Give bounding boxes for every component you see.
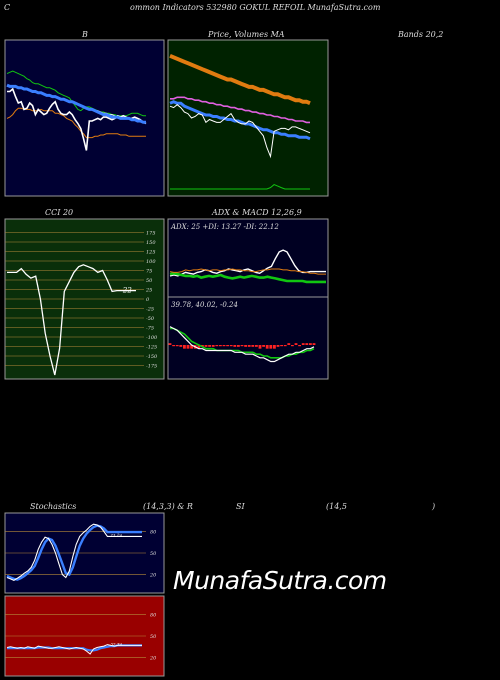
cci-tick-label: 25 xyxy=(145,288,152,294)
macd-histogram-bar xyxy=(287,343,291,345)
cci-tick-label: -175 xyxy=(146,364,157,370)
cci-tick-label: 75 xyxy=(146,269,152,275)
macd-histogram-bar xyxy=(283,345,287,347)
macd-histogram-bar xyxy=(254,345,258,347)
cci-tick-label: -75 xyxy=(146,326,154,332)
macd-histogram-bar xyxy=(280,345,284,347)
cci-tick-label: 150 xyxy=(146,240,156,246)
rsi-line xyxy=(6,644,142,655)
adx-plus_di-line xyxy=(169,271,326,284)
cci-tick-label: -100 xyxy=(146,335,158,341)
cci-tick-label: -125 xyxy=(146,345,157,351)
macd-histogram-bar xyxy=(290,345,294,347)
stoch-tick-label: 50 xyxy=(150,551,157,557)
adx-title: ADX & MACD 12,26,9 xyxy=(212,208,302,217)
stoch-last-label: 73.19 xyxy=(110,532,122,537)
bollinger-lower-line xyxy=(6,107,146,139)
macd-histogram-bar xyxy=(294,343,298,345)
macd-histogram-bar xyxy=(301,343,305,345)
cci-tick-label: -150 xyxy=(146,354,158,360)
macd-histogram-bar xyxy=(265,345,269,349)
price-ma-ma_long-line xyxy=(169,53,311,106)
price-ma-ma_mid-line xyxy=(170,96,310,124)
macd-histogram-bar xyxy=(262,345,266,347)
macd-histogram-bar xyxy=(247,345,251,347)
macd-histogram-bar xyxy=(222,345,226,347)
stoch-title: Stochastics xyxy=(30,502,77,511)
stoch-tick-label: 20 xyxy=(149,573,157,579)
bollinger-panel xyxy=(4,39,165,197)
cci-tick-label: 0 xyxy=(146,297,150,303)
macd-histogram-bar xyxy=(236,345,240,347)
macd-histogram-bar xyxy=(175,345,179,347)
macd-histogram-bar xyxy=(269,345,273,349)
page-title: ommon Indicators 532980 GOKUL REFOIL Mun… xyxy=(130,3,381,12)
macd-histogram-bar xyxy=(226,345,230,347)
cci-tick-label: 100 xyxy=(146,259,156,265)
macd-histogram-bar xyxy=(182,345,186,349)
macd-histogram-bar xyxy=(244,345,248,347)
watermark: MunafaSutra.com xyxy=(173,566,387,595)
bollinger-price_ma-line xyxy=(6,83,146,124)
bb-title: B xyxy=(82,30,88,39)
rsi-tick-label: 20 xyxy=(149,656,157,662)
adx-panel xyxy=(167,218,329,298)
macd-histogram-bar xyxy=(218,345,222,347)
cci-tick-label: -50 xyxy=(146,316,155,322)
bollinger-price-line xyxy=(7,87,147,151)
cci-title: CCI 20 xyxy=(45,208,74,217)
macd-histogram-bar xyxy=(272,345,276,349)
rsi-last-label: 37.39 xyxy=(110,641,122,646)
macd-panel xyxy=(167,296,329,380)
ma-title: Price, Volumes MA xyxy=(208,30,285,39)
stoch-tick-label: 80 xyxy=(150,529,157,535)
header-left: C xyxy=(4,3,11,12)
macd-label: 39.78, 40.02, -0.24 xyxy=(171,301,238,309)
macd-histogram-bar xyxy=(233,345,237,347)
macd-histogram-bar xyxy=(208,345,212,347)
macd-histogram-bar xyxy=(251,345,255,347)
macd-histogram-bar xyxy=(168,343,172,345)
cci-tick-label: -25 xyxy=(146,307,154,313)
stoch-params: (14,3,3) & R xyxy=(143,502,193,511)
macd-histogram-bar xyxy=(172,345,176,347)
price-ma-volume_ma-line xyxy=(170,184,310,190)
adx-label: ADX: 25 +DI: 13.27 -DI: 22.12 xyxy=(170,223,279,231)
stoch-d-line xyxy=(6,524,142,581)
macd-histogram-bar xyxy=(211,345,215,347)
macd-histogram-bar xyxy=(186,345,190,349)
stoch-k-line xyxy=(6,523,142,582)
cci-tick-label: 50 xyxy=(146,278,153,284)
cci-line xyxy=(7,264,136,376)
macd-histogram-bar xyxy=(305,343,309,345)
price-ma-ma_short-line xyxy=(169,100,311,141)
rsi-title: SI xyxy=(236,502,245,511)
cci-tick-label: 175 xyxy=(146,231,156,237)
macd-histogram-bar xyxy=(215,345,219,347)
macd-line xyxy=(169,326,315,363)
rsi-params-close: ) xyxy=(432,502,436,511)
rsi-tick-label: 50 xyxy=(150,634,157,640)
macd-histogram-bar xyxy=(240,345,244,347)
macd-histogram-bar xyxy=(258,345,262,349)
macd-histogram-bar xyxy=(229,345,233,347)
macd-histogram-bar xyxy=(190,345,194,349)
adx-minus_di-line xyxy=(169,268,326,275)
macd-histogram-bar xyxy=(179,345,183,347)
macd-histogram-bar xyxy=(312,343,316,345)
cci-tick-label: 125 xyxy=(146,250,156,256)
bb-title-right: Bands 20,2 xyxy=(398,30,444,39)
macd-histogram-bar xyxy=(197,345,201,349)
macd-histogram-bar xyxy=(308,343,312,345)
macd-histogram-bar xyxy=(204,345,208,347)
price-ma-price-line xyxy=(169,104,311,159)
cci-last-label: 22 xyxy=(122,287,132,295)
rsi-tick-label: 80 xyxy=(150,612,157,618)
rsi-params: (14,5 xyxy=(326,502,347,511)
macd-histogram-bar xyxy=(298,345,302,347)
macd-histogram-bar xyxy=(276,345,280,347)
